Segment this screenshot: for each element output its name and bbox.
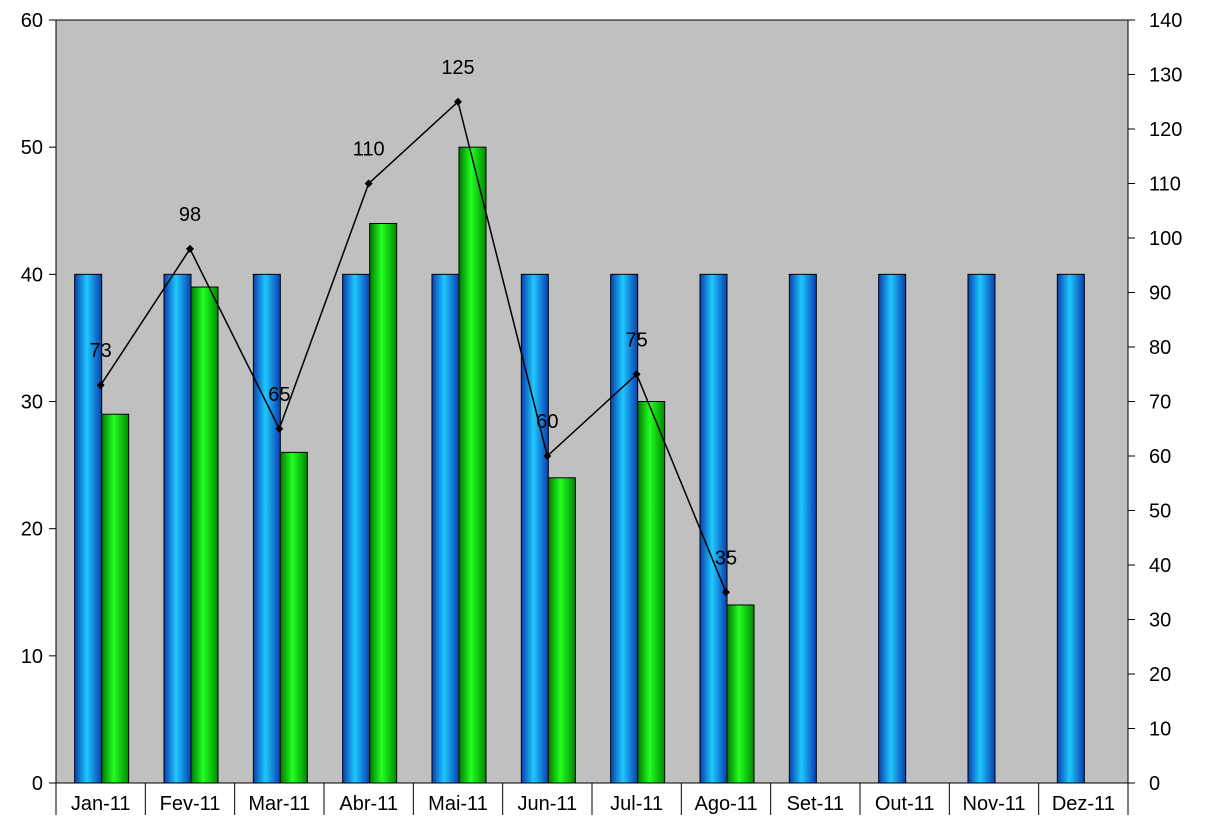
bar-blue-2 — [252, 273, 281, 784]
x-tick-label-5: Jun-11 — [517, 793, 577, 815]
y-right-tick-label-1: 10 — [1149, 719, 1171, 741]
bar-green-6 — [637, 401, 666, 784]
plot-area — [55, 19, 1129, 784]
bar-green-2 — [279, 451, 308, 784]
line-layer: 73 98 65 110 125 60 75 35 — [90, 57, 737, 597]
bar-blue-4 — [431, 273, 460, 784]
bar-green-3 — [369, 222, 398, 784]
bar-blue-10 — [967, 273, 996, 784]
line-data-label-6: 75 — [626, 329, 648, 351]
y-right-tick-label-6: 60 — [1149, 446, 1171, 468]
bar-green-7 — [726, 604, 755, 784]
line-data-label-0: 73 — [90, 340, 112, 362]
y-right-tick-label-11: 110 — [1149, 174, 1181, 196]
y-right-tick-label-12: 120 — [1149, 119, 1182, 141]
y-left-tick-label-4: 40 — [21, 264, 43, 286]
x-tick-label-11: Dez-11 — [1052, 793, 1115, 815]
bars-layer — [74, 146, 1085, 784]
x-tick-label-9: Out-11 — [875, 793, 935, 815]
y-right-tick-label-10: 100 — [1149, 228, 1182, 250]
x-tick-label-0: Jan-11 — [71, 793, 131, 815]
x-tick-label-10: Nov-11 — [963, 793, 1026, 815]
x-tick-label-6: Jul-11 — [610, 793, 663, 815]
line-series — [100, 100, 727, 593]
bar-blue-6 — [610, 273, 639, 784]
y-left-tick-label-1: 10 — [21, 646, 43, 668]
bar-blue-8 — [788, 273, 817, 784]
x-tick-label-2: Mar-11 — [248, 793, 310, 815]
y-right-tick-label-13: 130 — [1149, 65, 1182, 87]
y-left-tick-label-6: 60 — [21, 10, 43, 32]
line-data-label-5: 60 — [536, 411, 558, 433]
bar-green-5 — [547, 477, 576, 784]
x-tick-label-1: Fev-11 — [160, 793, 221, 815]
line-point-4 — [454, 97, 462, 106]
y-right-tick-label-7: 70 — [1149, 392, 1171, 414]
x-tick-label-3: Abr-11 — [339, 793, 398, 815]
y-right-tick-label-5: 50 — [1149, 501, 1171, 523]
y-right-tick-label-4: 40 — [1149, 555, 1171, 577]
bar-green-1 — [190, 286, 219, 784]
y-right-tick-label-9: 90 — [1149, 283, 1171, 305]
line-point-2 — [275, 424, 284, 433]
line-point-3 — [364, 179, 373, 188]
line-point-5 — [543, 452, 552, 460]
bar-green-0 — [101, 413, 130, 784]
line-point-1 — [186, 244, 194, 253]
x-tick-label-8: Set-11 — [787, 793, 844, 815]
line-data-label-7: 35 — [715, 547, 737, 569]
y-right-tick-label-0: 0 — [1149, 773, 1160, 795]
line-data-label-1: 98 — [179, 204, 201, 226]
line-point-7 — [722, 588, 730, 597]
bar-blue-7 — [699, 273, 728, 784]
y-left-tick-label-3: 30 — [21, 392, 43, 414]
bar-blue-3 — [342, 273, 371, 784]
axes-layer: 0 10 20 30 40 50 60 0 10 20 30 40 50 60 70 80 90 100 110 12… — [21, 10, 1182, 815]
line-data-label-2: 65 — [268, 384, 290, 406]
bar-blue-0 — [74, 273, 103, 784]
y-right-tick-label-3: 30 — [1149, 610, 1171, 632]
x-tick-label-4: Mai-11 — [428, 793, 488, 815]
bar-blue-11 — [1056, 273, 1085, 784]
line-point-6 — [632, 370, 641, 379]
line-data-label-4: 125 — [441, 57, 474, 79]
bar-blue-9 — [878, 273, 907, 784]
y-right-tick-label-2: 20 — [1149, 664, 1171, 686]
line-point-0 — [96, 381, 105, 390]
bar-blue-1 — [163, 273, 192, 784]
y-left-tick-label-2: 20 — [21, 519, 43, 541]
y-left-tick-label-0: 0 — [32, 773, 43, 795]
bar-blue-5 — [520, 273, 549, 784]
y-right-tick-label-8: 80 — [1149, 337, 1171, 359]
bar-green-4 — [458, 146, 487, 784]
x-tick-label-7: Ago-11 — [694, 793, 757, 815]
line-data-label-3: 110 — [353, 139, 385, 161]
y-right-tick-label-14: 140 — [1149, 10, 1182, 32]
y-left-tick-label-5: 50 — [21, 137, 43, 159]
